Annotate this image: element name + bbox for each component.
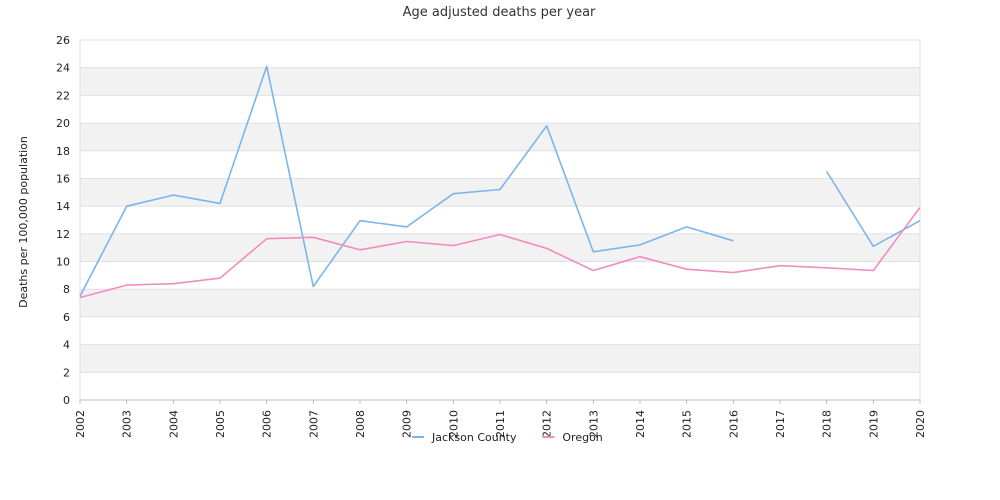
legend[interactable]: Jackson County Oregon: [412, 431, 603, 444]
grid-band: [80, 289, 920, 317]
y-tick-label: 8: [63, 283, 70, 296]
y-tick-label: 18: [56, 145, 70, 158]
gridlines: [79, 39, 921, 401]
x-tick-label: 2005: [214, 410, 227, 438]
x-tick-label: 2020: [914, 410, 927, 438]
x-tick-label: 2009: [401, 410, 414, 438]
x-tick-label: 2015: [681, 410, 694, 438]
grid-band: [80, 316, 920, 345]
legend-label: Oregon: [562, 431, 602, 444]
y-tick-label: 0: [63, 394, 70, 407]
x-tick-label: 2008: [354, 410, 367, 438]
x-tick-label: 2017: [774, 410, 787, 438]
grid-band: [80, 233, 920, 262]
y-tick-label: 6: [63, 311, 70, 324]
x-tick-label: 2003: [121, 410, 134, 438]
y-tick-label: 14: [56, 200, 70, 213]
legend-item[interactable]: Jackson County: [412, 431, 517, 444]
x-tick-label: 2012: [541, 410, 554, 438]
x-tick-label: 2019: [867, 410, 880, 438]
y-tick-label: 20: [56, 117, 70, 130]
x-tick-label: 2013: [587, 410, 600, 438]
series-line-oregon: [79, 207, 921, 299]
x-tick-label: 2002: [74, 410, 87, 438]
y-tick-label: 12: [56, 228, 70, 241]
x-tick-label: 2014: [634, 410, 647, 438]
x-tick-label: 2006: [261, 410, 274, 438]
y-tick-label: 4: [63, 339, 70, 352]
y-axis-label: Deaths per 100,000 population: [17, 136, 30, 308]
legend-item[interactable]: Oregon: [542, 431, 603, 444]
x-tick-label: 2010: [447, 410, 460, 438]
grid-band: [80, 40, 920, 68]
y-tick-label: 2: [63, 366, 70, 379]
x-tick-label: 2018: [821, 410, 834, 438]
chart-title: Age adjusted deaths per year: [403, 5, 596, 20]
x-tick-label: 2004: [167, 410, 180, 438]
legend-label: Jackson County: [431, 431, 517, 444]
grid-band: [80, 123, 920, 151]
x-tick-label: 2011: [494, 410, 507, 438]
x-axis-ticks: 2002 2003 2004 2005 2006 2007 2008 2009 2010 2011…: [74, 400, 927, 438]
grid-band: [80, 372, 920, 400]
x-tick-label: 2007: [307, 410, 320, 438]
y-tick-label: 22: [56, 89, 70, 102]
grid-band: [80, 150, 920, 179]
y-tick-label: 26: [56, 34, 70, 47]
y-tick-label: 16: [56, 172, 70, 185]
x-tick-label: 2016: [727, 410, 740, 438]
grid-band: [80, 178, 920, 207]
grid-band: [80, 206, 920, 234]
series-lines: [79, 65, 921, 299]
y-tick-label: 24: [56, 62, 70, 75]
y-tick-label: 10: [56, 256, 70, 269]
grid-band: [80, 95, 920, 124]
grid-bands: [80, 40, 920, 400]
grid-band: [80, 67, 920, 96]
grid-band: [80, 344, 920, 373]
